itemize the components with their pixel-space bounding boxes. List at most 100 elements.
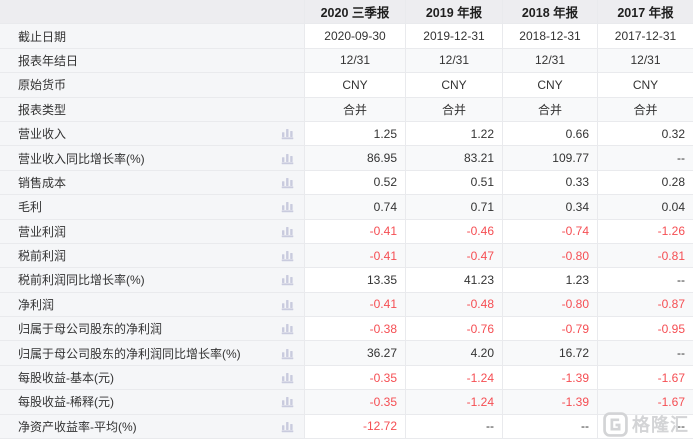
value-cell: 合并 bbox=[597, 97, 693, 121]
bar-chart-icon[interactable] bbox=[279, 199, 295, 215]
value-cell: 0.74 bbox=[304, 195, 405, 219]
value-cell: 41.23 bbox=[405, 268, 502, 292]
table-row: 净资产收益率-平均(%) -12.72 -- -- -- bbox=[0, 414, 693, 440]
value-cell: 1.22 bbox=[405, 121, 502, 146]
bar-chart-icon[interactable] bbox=[279, 296, 295, 312]
value-cell: 86.95 bbox=[304, 146, 405, 170]
value-cell: -0.35 bbox=[304, 390, 405, 414]
value-cell: -0.76 bbox=[405, 317, 502, 341]
value-cell: -0.95 bbox=[597, 317, 693, 341]
value-cell: 0.33 bbox=[502, 170, 597, 195]
gelonghui-watermark: 格隆汇 bbox=[603, 411, 689, 437]
value-cell: -0.41 bbox=[304, 292, 405, 317]
table-row: 税前利润同比增长率(%) 13.35 41.23 1.23 -- bbox=[0, 268, 693, 293]
value-cell: -0.38 bbox=[304, 317, 405, 341]
value-cell: CNY bbox=[597, 73, 693, 97]
value-cell: 合并 bbox=[405, 97, 502, 121]
row-label-cell: 销售成本 bbox=[0, 170, 304, 195]
bar-chart-icon[interactable] bbox=[279, 370, 295, 386]
bar-chart-icon[interactable] bbox=[279, 150, 295, 166]
row-label: 归属于母公司股东的净利润同比增长率(%) bbox=[18, 346, 241, 361]
value-cell: CNY bbox=[405, 73, 502, 97]
row-label: 营业利润 bbox=[18, 224, 67, 239]
table-row: 报表类型 合并 合并 合并 合并 bbox=[0, 97, 693, 122]
table-row: 销售成本 0.52 0.51 0.33 0.28 bbox=[0, 170, 693, 196]
value-cell: 2017-12-31 bbox=[597, 24, 693, 48]
bar-chart-icon[interactable] bbox=[279, 223, 295, 239]
value-cell: -- bbox=[597, 268, 693, 292]
row-label: 营业收入 bbox=[18, 127, 67, 142]
value-cell: -1.67 bbox=[597, 390, 693, 414]
row-label-cell: 每股收益-稀释(元) bbox=[0, 390, 304, 414]
value-cell: 1.23 bbox=[502, 268, 597, 292]
table-row: 营业收入 1.25 1.22 0.66 0.32 bbox=[0, 121, 693, 147]
value-cell: 0.34 bbox=[502, 195, 597, 219]
value-cell: -1.24 bbox=[405, 390, 502, 414]
value-cell: 36.27 bbox=[304, 341, 405, 365]
value-cell: -0.41 bbox=[304, 219, 405, 243]
row-label-cell: 每股收益-基本(元) bbox=[0, 365, 304, 390]
table-row: 税前利润 -0.41 -0.47 -0.80 -0.81 bbox=[0, 243, 693, 269]
row-label-cell: 原始货币 bbox=[0, 73, 304, 97]
value-cell: -0.41 bbox=[304, 243, 405, 268]
bar-chart-icon[interactable] bbox=[279, 394, 295, 410]
column-header-3: 2017 年报 bbox=[597, 0, 693, 24]
bar-chart-icon[interactable] bbox=[279, 126, 295, 142]
row-label: 每股收益-稀释(元) bbox=[18, 395, 114, 410]
value-cell: -12.72 bbox=[304, 414, 405, 439]
value-cell: 12/31 bbox=[502, 48, 597, 73]
table-row: 归属于母公司股东的净利润同比增长率(%) 36.27 4.20 16.72 -- bbox=[0, 341, 693, 366]
value-cell: 2018-12-31 bbox=[502, 24, 597, 48]
table-row: 原始货币 CNY CNY CNY CNY bbox=[0, 73, 693, 98]
value-cell: 2019-12-31 bbox=[405, 24, 502, 48]
value-cell: 2020-09-30 bbox=[304, 24, 405, 48]
value-cell: 12/31 bbox=[597, 48, 693, 73]
value-cell: -1.39 bbox=[502, 390, 597, 414]
table-header-row: 2020 三季报 2019 年报 2018 年报 2017 年报 bbox=[0, 0, 693, 25]
value-cell: -- bbox=[597, 146, 693, 170]
header-empty-cell bbox=[0, 0, 304, 24]
value-cell: -1.24 bbox=[405, 365, 502, 390]
value-cell: 4.20 bbox=[405, 341, 502, 365]
column-header-0: 2020 三季报 bbox=[304, 0, 405, 24]
value-cell: -0.48 bbox=[405, 292, 502, 317]
row-label-cell: 报表类型 bbox=[0, 97, 304, 121]
bar-chart-icon[interactable] bbox=[279, 321, 295, 337]
value-cell: 0.32 bbox=[597, 121, 693, 146]
value-cell: -0.74 bbox=[502, 219, 597, 243]
row-label: 原始货币 bbox=[18, 78, 67, 93]
bar-chart-icon[interactable] bbox=[279, 345, 295, 361]
table-row: 营业利润 -0.41 -0.46 -0.74 -1.26 bbox=[0, 219, 693, 244]
value-cell: -- bbox=[597, 414, 693, 439]
value-cell: 16.72 bbox=[502, 341, 597, 365]
value-cell: -1.26 bbox=[597, 219, 693, 243]
row-label: 毛利 bbox=[18, 200, 43, 215]
row-label-cell: 净利润 bbox=[0, 292, 304, 317]
value-cell: 0.51 bbox=[405, 170, 502, 195]
bar-chart-icon[interactable] bbox=[279, 248, 295, 264]
value-cell: -0.87 bbox=[597, 292, 693, 317]
row-label-cell: 营业利润 bbox=[0, 219, 304, 243]
row-label: 每股收益-基本(元) bbox=[18, 371, 114, 386]
row-label-cell: 营业收入 bbox=[0, 121, 304, 146]
value-cell: -0.35 bbox=[304, 365, 405, 390]
column-header-2: 2018 年报 bbox=[502, 0, 597, 24]
column-header-1: 2019 年报 bbox=[405, 0, 502, 24]
row-label-cell: 净资产收益率-平均(%) bbox=[0, 414, 304, 439]
bar-chart-icon[interactable] bbox=[279, 272, 295, 288]
bar-chart-icon[interactable] bbox=[279, 174, 295, 190]
table-row: 报表年结日 12/31 12/31 12/31 12/31 bbox=[0, 48, 693, 74]
value-cell: 1.25 bbox=[304, 121, 405, 146]
value-cell: 合并 bbox=[502, 97, 597, 121]
table-row: 每股收益-基本(元) -0.35 -1.24 -1.39 -1.67 bbox=[0, 365, 693, 391]
value-cell: -- bbox=[597, 341, 693, 365]
row-label: 税前利润 bbox=[18, 249, 67, 264]
value-cell: 12/31 bbox=[304, 48, 405, 73]
value-cell: 0.28 bbox=[597, 170, 693, 195]
row-label: 报表类型 bbox=[18, 102, 67, 117]
bar-chart-icon[interactable] bbox=[279, 418, 295, 434]
value-cell: 12/31 bbox=[405, 48, 502, 73]
value-cell: 合并 bbox=[304, 97, 405, 121]
table-row: 截止日期 2020-09-30 2019-12-31 2018-12-31 2017-1… bbox=[0, 24, 693, 49]
